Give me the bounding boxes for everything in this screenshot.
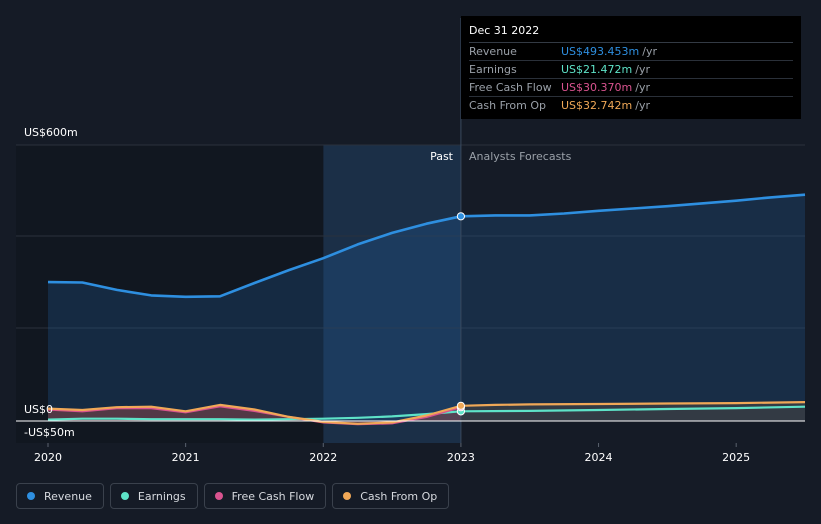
- tooltip-row-unit: /yr: [642, 45, 657, 58]
- x-tick-label: 2020: [34, 451, 62, 464]
- tooltip-row-unit: /yr: [635, 99, 650, 112]
- tooltip-row-unit: /yr: [635, 81, 650, 94]
- gridlines: [16, 144, 805, 329]
- legend-item-cash-from-op[interactable]: Cash From Op: [332, 483, 450, 509]
- earnings-line: [47, 405, 806, 421]
- tooltip-row: Free Cash Flow US$30.370m/yr: [469, 79, 793, 97]
- tooltip-row-label: Free Cash Flow: [469, 81, 552, 94]
- tooltip-row-value: US$493.453m: [561, 45, 640, 58]
- x-axis-ticks: 2020 2021 2022 2023 2024 2025: [34, 443, 750, 464]
- tooltip-row: Cash From Op US$32.742m/yr: [469, 97, 793, 114]
- legend-dot-icon: [214, 492, 223, 500]
- tooltip-row-label: Earnings: [469, 63, 517, 76]
- marker-points: [456, 212, 466, 416]
- legend-item-free-cash-flow[interactable]: Free Cash Flow: [203, 483, 327, 509]
- x-tick-label: 2021: [172, 451, 200, 464]
- tooltip-row: Earnings US$21.472m/yr: [469, 61, 793, 79]
- y-axis-top-label: US$600m: [24, 126, 78, 139]
- revenue-area: [48, 194, 805, 421]
- cash-from-op-line: [47, 401, 806, 425]
- series-lines: [47, 193, 806, 426]
- revenue-line: [47, 193, 806, 299]
- legend-dot-icon: [120, 492, 129, 500]
- legend-label: Revenue: [44, 489, 92, 503]
- tooltip-row-value: US$32.742m: [561, 99, 633, 112]
- past-highlight-region: [323, 145, 461, 443]
- revenue-marker: [456, 212, 466, 221]
- forecast-label: Analysts Forecasts: [469, 150, 572, 163]
- past-label: Past: [430, 150, 454, 163]
- legend-label: Free Cash Flow: [231, 489, 315, 503]
- tooltip-row-unit: /yr: [635, 63, 650, 76]
- legend-label: Cash From Op: [360, 489, 438, 503]
- legend-item-revenue[interactable]: Revenue: [16, 483, 104, 509]
- legend: Revenue Earnings Free Cash Flow Cash From O…: [16, 483, 450, 509]
- tooltip-row-value: US$30.370m: [561, 81, 633, 94]
- tooltip-row: Revenue US$493.453m/yr: [469, 43, 793, 61]
- y-axis-zero-label: US$0: [24, 403, 53, 416]
- y-axis-bottom-label: -US$50m: [24, 426, 75, 439]
- legend-dot-icon: [343, 492, 352, 500]
- tooltip-row-label: Cash From Op: [469, 99, 547, 112]
- tooltip: Dec 31 2022 Revenue US$493.453m/yr Earning…: [461, 16, 801, 119]
- x-tick-label: 2024: [585, 451, 613, 464]
- x-tick-label: 2023: [447, 451, 475, 464]
- tooltip-row-value: US$21.472m: [561, 63, 633, 76]
- legend-item-earnings[interactable]: Earnings: [109, 483, 198, 509]
- tooltip-row-label: Revenue: [469, 45, 517, 58]
- legend-label: Earnings: [137, 489, 186, 503]
- x-tick-label: 2025: [722, 451, 750, 464]
- x-tick-label: 2022: [309, 451, 337, 464]
- cash-from-op-marker: [456, 401, 466, 410]
- pre-highlight-region: [16, 145, 324, 443]
- tooltip-date: Dec 31 2022: [469, 24, 793, 43]
- legend-dot-icon: [27, 492, 35, 500]
